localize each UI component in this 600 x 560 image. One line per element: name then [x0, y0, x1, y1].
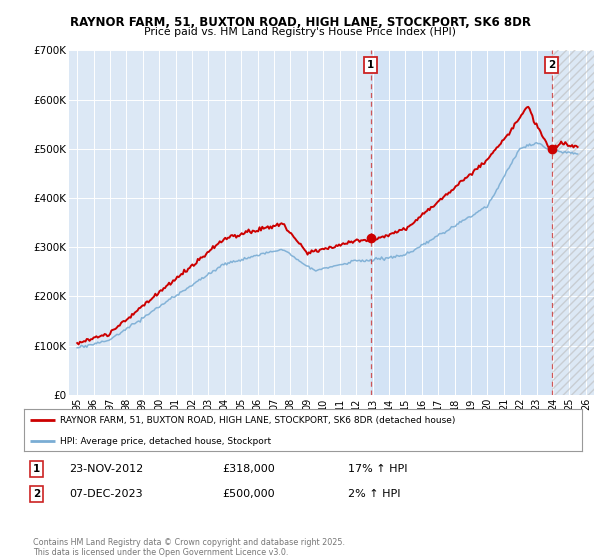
Text: 2: 2	[33, 489, 40, 499]
Text: HPI: Average price, detached house, Stockport: HPI: Average price, detached house, Stoc…	[60, 437, 271, 446]
Text: 1: 1	[33, 464, 40, 474]
Text: 2% ↑ HPI: 2% ↑ HPI	[348, 489, 401, 499]
Bar	[552, 50, 594, 395]
Text: £500,000: £500,000	[222, 489, 275, 499]
Text: 1: 1	[367, 60, 374, 70]
Bar	[371, 50, 552, 395]
Text: 2: 2	[548, 60, 556, 70]
Bar	[552, 50, 594, 395]
Text: RAYNOR FARM, 51, BUXTON ROAD, HIGH LANE, STOCKPORT, SK6 8DR: RAYNOR FARM, 51, BUXTON ROAD, HIGH LANE,…	[70, 16, 530, 29]
Text: Price paid vs. HM Land Registry's House Price Index (HPI): Price paid vs. HM Land Registry's House …	[144, 27, 456, 37]
Text: £318,000: £318,000	[222, 464, 275, 474]
Text: 07-DEC-2023: 07-DEC-2023	[69, 489, 143, 499]
Text: RAYNOR FARM, 51, BUXTON ROAD, HIGH LANE, STOCKPORT, SK6 8DR (detached house): RAYNOR FARM, 51, BUXTON ROAD, HIGH LANE,…	[60, 416, 455, 424]
Text: Contains HM Land Registry data © Crown copyright and database right 2025.
This d: Contains HM Land Registry data © Crown c…	[33, 538, 345, 557]
Text: 17% ↑ HPI: 17% ↑ HPI	[348, 464, 407, 474]
Text: 23-NOV-2012: 23-NOV-2012	[69, 464, 143, 474]
